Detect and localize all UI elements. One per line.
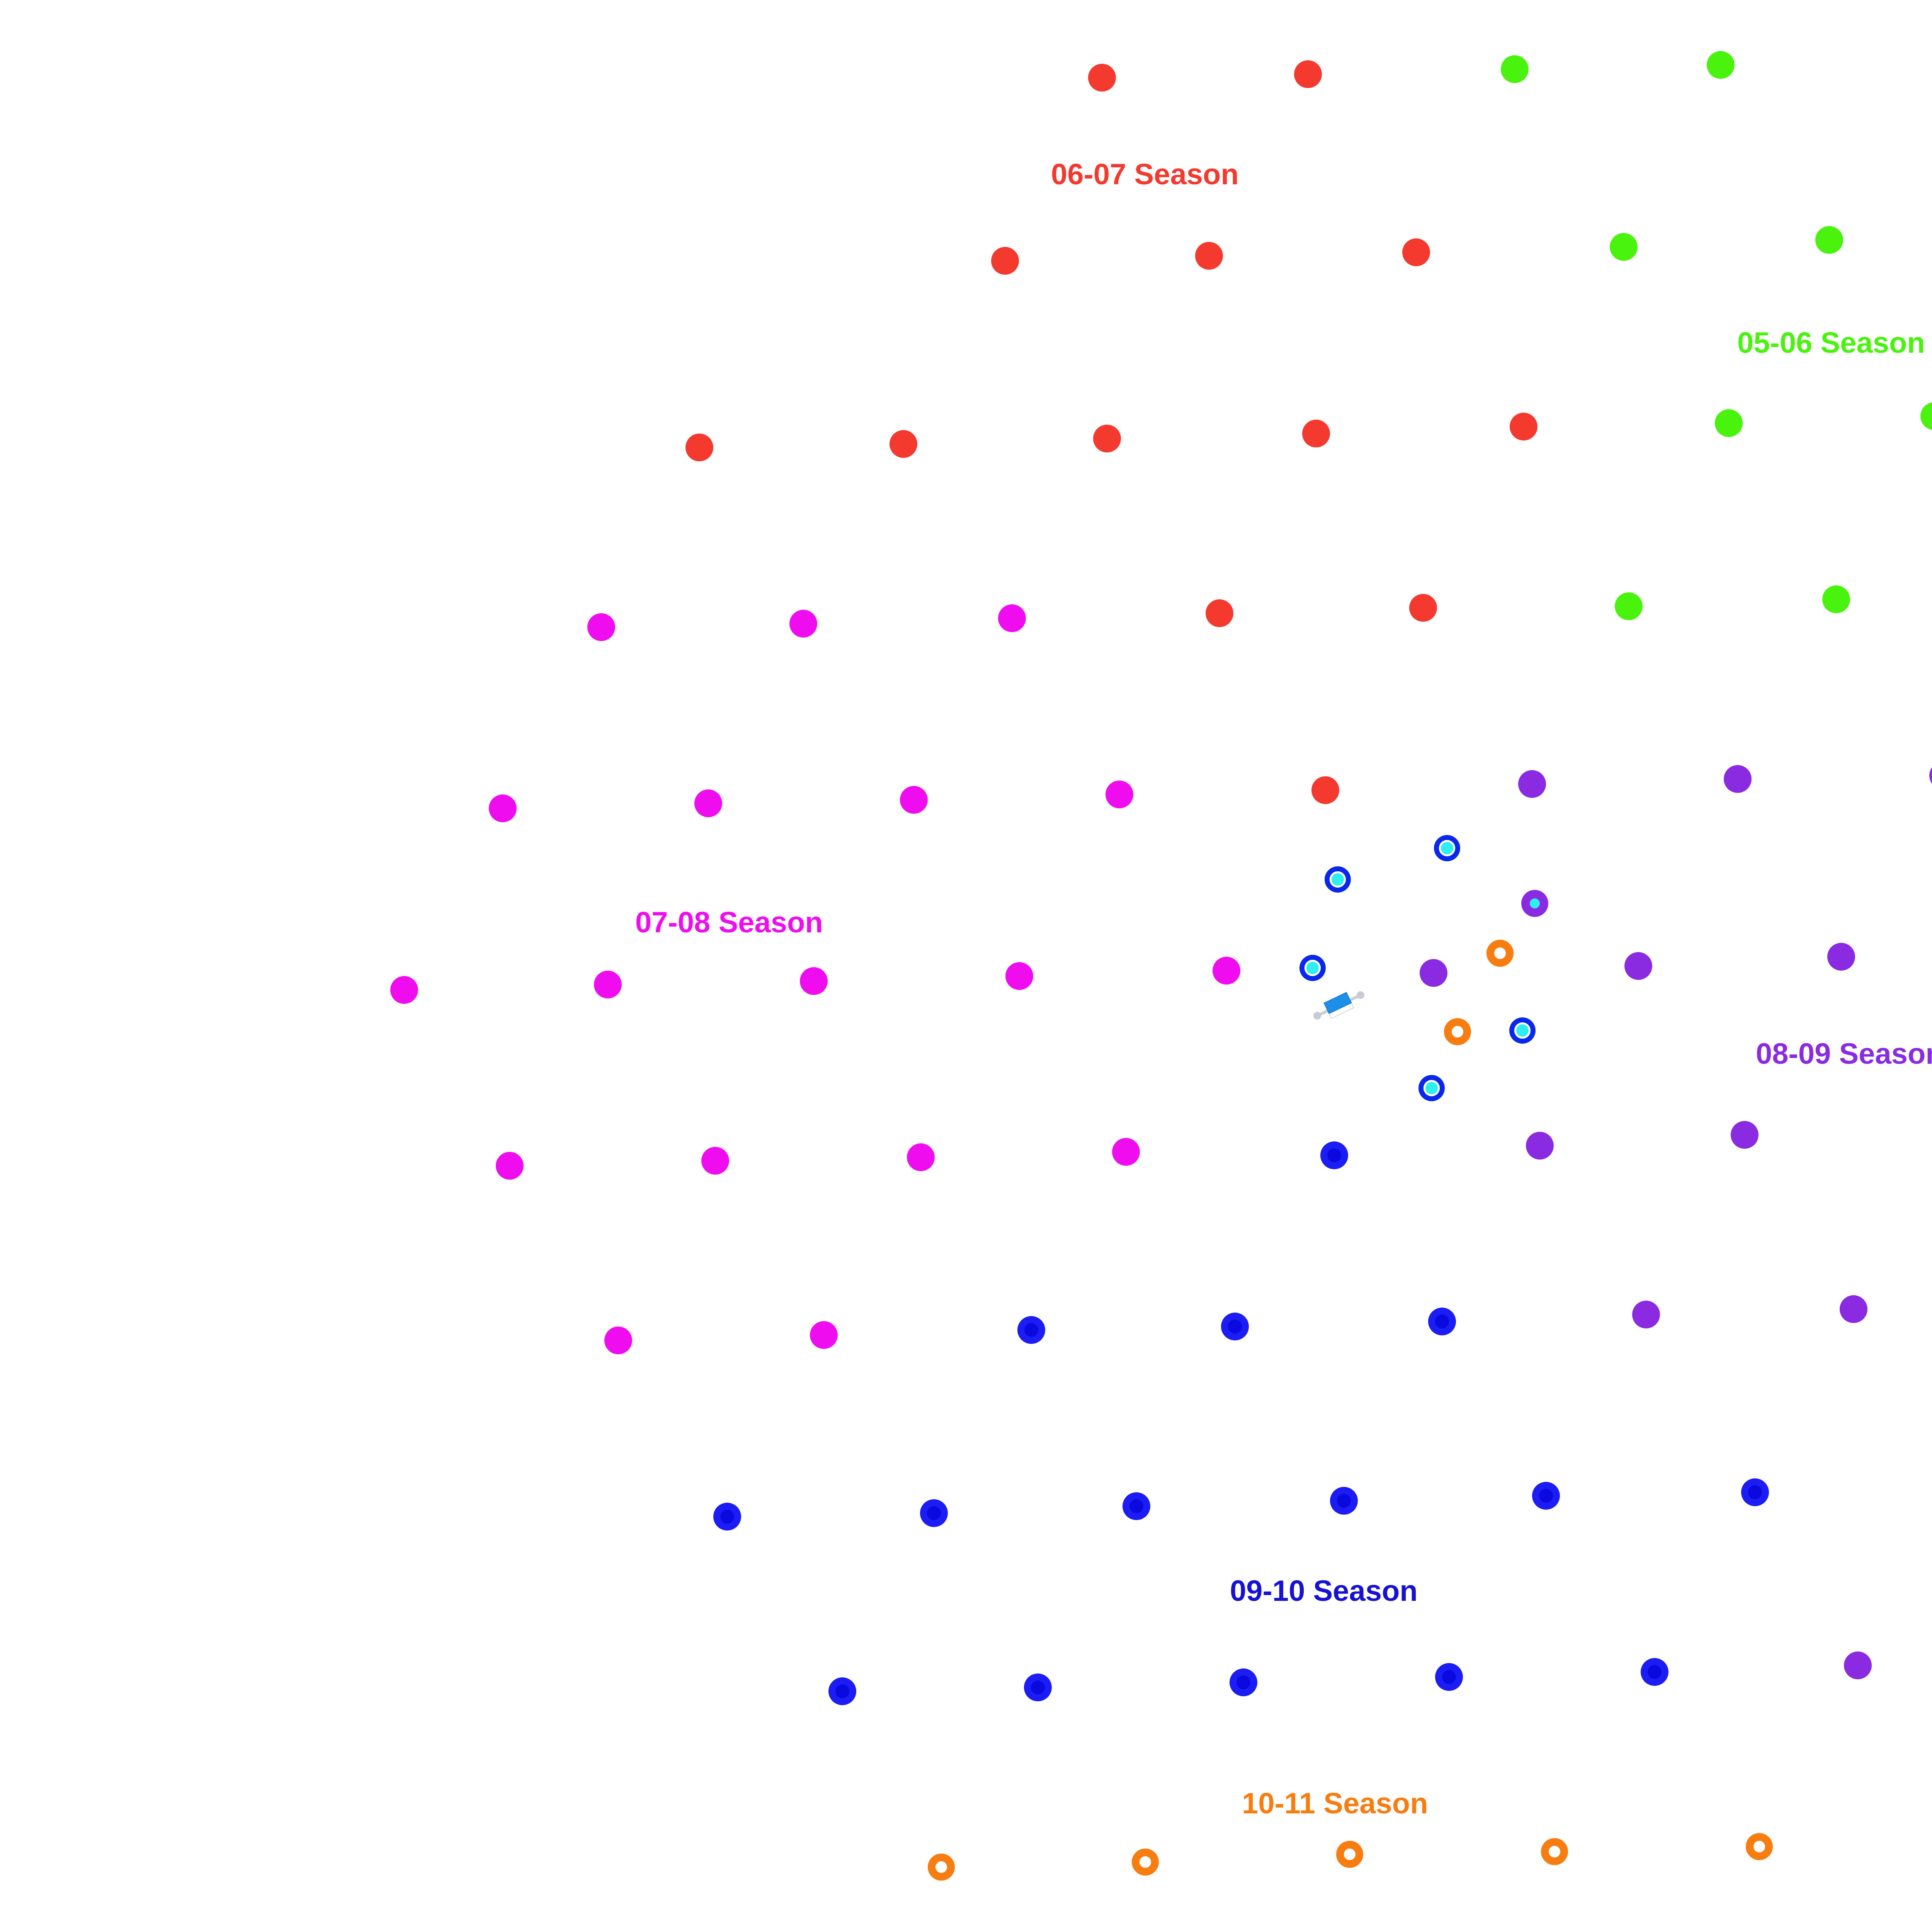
- data-point-06-07-season: [1302, 420, 1330, 447]
- data-point-05-06-season: [1920, 402, 1932, 430]
- data-point-06-07-season: [1510, 413, 1537, 440]
- season-label-07-08: 07-08 Season: [635, 906, 823, 939]
- data-point-07-08-season: [694, 789, 722, 817]
- data-point-06-07-season: [1402, 238, 1430, 266]
- data-point-10-11-season: [1486, 940, 1514, 967]
- highlighted-data-point-09-10-season: [1418, 1075, 1445, 1101]
- highlighted-data-point-09-10-season: [1434, 835, 1460, 861]
- data-point-07-08-season: [701, 1147, 729, 1175]
- data-point-08-09-season: [1724, 765, 1752, 793]
- data-point-09-10-season: [713, 1503, 741, 1531]
- data-point-08-09-season: [1526, 1132, 1554, 1160]
- data-point-09-10-season: [1122, 1492, 1150, 1520]
- season-label-09-10: 09-10 Season: [1230, 1575, 1418, 1607]
- data-point-06-07-season: [1206, 599, 1233, 627]
- data-point-05-06-season: [1707, 51, 1735, 79]
- data-point-09-10-season: [1428, 1308, 1456, 1335]
- data-point-07-08-season: [489, 794, 517, 822]
- data-point-08-09-season: [1827, 943, 1855, 971]
- data-point-10-11-season: [1541, 1838, 1568, 1865]
- data-point-07-08-season: [907, 1143, 935, 1171]
- data-point-06-07-season: [991, 247, 1019, 275]
- data-point-09-10-season: [1641, 1658, 1668, 1686]
- data-point-10-11-season: [1132, 1849, 1159, 1876]
- highlighted-data-point-09-10-season: [1509, 1017, 1536, 1044]
- data-point-06-07-season: [889, 430, 917, 458]
- data-point-09-10-season: [920, 1499, 948, 1527]
- data-point-09-10-season: [1230, 1668, 1257, 1696]
- data-point-05-06-season: [1501, 55, 1529, 83]
- data-point-07-08-season: [998, 604, 1026, 632]
- data-point-08-09-season: [1929, 762, 1932, 789]
- data-point-07-08-season: [390, 976, 418, 1004]
- data-point-09-10-season: [1741, 1478, 1769, 1506]
- data-point-07-08-season: [594, 971, 622, 998]
- data-point-05-06-season: [1822, 585, 1850, 613]
- data-point-08-09-season: [1731, 1121, 1759, 1149]
- data-point-10-11-season: [928, 1854, 955, 1881]
- data-point-07-08-season: [789, 610, 817, 638]
- data-point-07-08-season: [900, 786, 928, 814]
- data-point-06-07-season: [1311, 776, 1339, 804]
- data-point-07-08-season: [604, 1327, 632, 1354]
- highlighted-data-point-09-10-season: [1325, 866, 1351, 893]
- season-label-05-06: 05-06 Season: [1737, 327, 1925, 359]
- data-point-06-07-season: [1195, 242, 1223, 270]
- data-point-06-07-season: [1093, 425, 1121, 452]
- data-point-05-06-season: [1610, 233, 1638, 261]
- syringe-icon: [1313, 991, 1364, 1020]
- data-point-08-09-season: [1624, 952, 1652, 980]
- data-point-06-07-season: [1088, 64, 1116, 92]
- data-point-10-11-season: [1746, 1833, 1773, 1860]
- data-point-07-08-season: [1005, 962, 1033, 990]
- season-label-08-09: 08-09 Season: [1756, 1037, 1932, 1070]
- data-point-09-10-season: [1532, 1482, 1560, 1510]
- highlighted-data-point-08-09-season: [1521, 890, 1548, 917]
- data-point-09-10-season: [1435, 1663, 1463, 1691]
- season-label-06-07: 06-07 Season: [1051, 158, 1239, 191]
- data-point-06-07-season: [1409, 594, 1437, 622]
- season-label-10-11: 10-11 Season: [1242, 1787, 1428, 1820]
- data-point-10-11-season: [1444, 1018, 1471, 1045]
- data-point-07-08-season: [1105, 781, 1133, 808]
- data-point-09-10-season: [1017, 1316, 1045, 1344]
- data-point-08-09-season: [1518, 770, 1546, 798]
- data-point-08-09-season: [1420, 959, 1447, 987]
- data-point-09-10-season: [1330, 1487, 1358, 1515]
- data-point-09-10-season: [1320, 1141, 1348, 1169]
- highlighted-data-point-09-10-season: [1299, 955, 1326, 981]
- data-point-07-08-season: [1112, 1138, 1140, 1166]
- data-point-10-11-season: [1336, 1841, 1363, 1868]
- data-point-07-08-season: [496, 1152, 524, 1180]
- data-point-07-08-season: [810, 1321, 838, 1349]
- data-point-08-09-season: [1844, 1651, 1872, 1679]
- data-point-08-09-season: [1632, 1301, 1660, 1328]
- data-point-09-10-season: [1221, 1313, 1249, 1340]
- data-point-06-07-season: [1294, 60, 1322, 88]
- data-point-09-10-season: [828, 1677, 856, 1705]
- data-point-07-08-season: [1213, 957, 1240, 985]
- data-point-07-08-season: [800, 967, 828, 995]
- data-point-08-09-season: [1840, 1295, 1867, 1323]
- data-point-09-10-season: [1024, 1673, 1052, 1701]
- data-point-05-06-season: [1815, 226, 1843, 254]
- data-point-05-06-season: [1615, 592, 1643, 620]
- data-point-06-07-season: [685, 434, 713, 461]
- data-point-05-06-season: [1715, 409, 1743, 437]
- data-point-07-08-season: [587, 613, 615, 641]
